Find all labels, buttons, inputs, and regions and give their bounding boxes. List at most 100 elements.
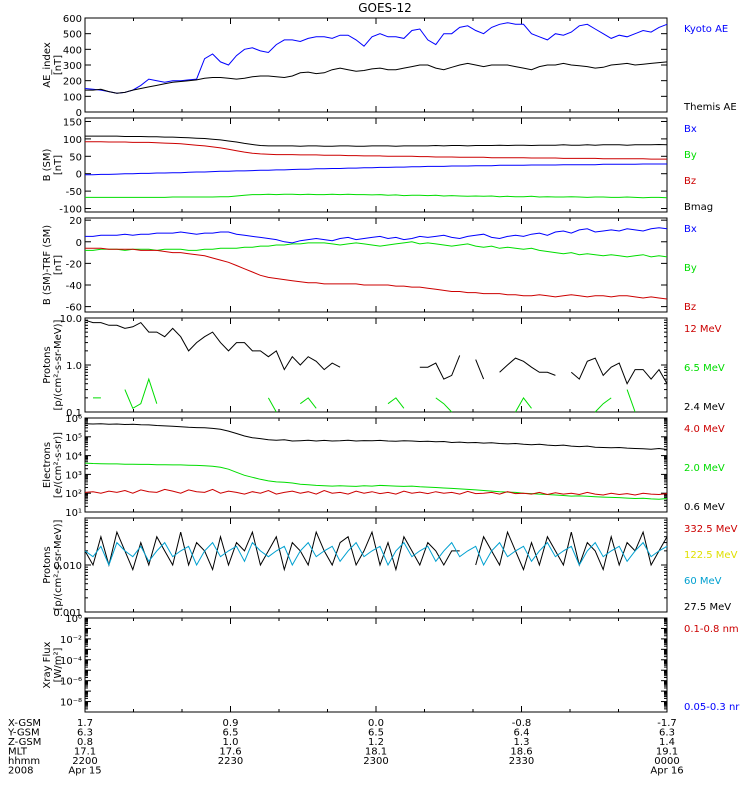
legend-entry: 4.0 MeV	[684, 424, 725, 435]
x-cell: 1.0	[223, 737, 239, 748]
legend-entry: Bz	[684, 176, 696, 187]
y-tick-label: 10⁻⁶	[60, 677, 82, 688]
x-row-label: Y-GSM	[7, 728, 40, 739]
x-cell: 1.3	[514, 737, 530, 748]
y-tick-label: 10¹	[65, 508, 82, 519]
y-tick-label: -40	[66, 281, 82, 292]
x-cell: 2200	[72, 756, 97, 767]
x-cell: 0000	[654, 756, 679, 767]
series-kyoto-ae	[84, 22, 668, 94]
y-tick-label: 500	[63, 30, 82, 41]
y-tick-label: 10.0	[60, 314, 82, 325]
series-4-0-mev	[84, 488, 668, 496]
y-tick-label: 10⁻²	[60, 635, 82, 646]
panel-bsmtrf: -60 -40 -20 0 20 B (SM)-TRF (SM) [nT] Bx By Bz	[42, 216, 697, 313]
x-axis-table: X-GSM 1.7 0.9 0.0 -0.8 -1.7 Y-GSM 6.3 6.5 6.5 6.4 6…	[7, 718, 684, 777]
y-tick-label: -100	[59, 205, 82, 216]
x-cell: 1.4	[659, 737, 675, 748]
legend-entry: 27.5 MeV	[684, 602, 731, 613]
x-row-label: MLT	[8, 747, 28, 758]
y-tick-label: 400	[63, 45, 82, 56]
panel-ae: 0 100 200 300 400 500 600 AE_index [nT] Kyoto AE T…	[42, 14, 737, 119]
series-0-6-mev	[84, 423, 668, 450]
legend-entry: 122.5 MeV	[684, 550, 738, 561]
y-tick-label: 10⁻⁸	[60, 698, 82, 709]
series-60-mev	[84, 541, 668, 567]
x-row-label: 2008	[8, 766, 33, 777]
x-cell: 17.1	[74, 747, 96, 758]
y-axis-label: [p/(cm²-s-sr-MeV)]	[53, 319, 64, 410]
y-tick-label: 200	[63, 77, 82, 88]
panel-frame	[84, 617, 668, 713]
y-tick-label: 0	[76, 238, 82, 249]
series-bz	[85, 247, 668, 300]
y-tick-label: 50	[69, 152, 82, 163]
legend-entry: Themis AE	[683, 102, 737, 113]
y-axis-label: Protons	[42, 546, 53, 583]
y-tick-label: 10³	[65, 470, 82, 481]
y-axis-label: B (SM)	[42, 148, 53, 181]
x-cell: -1.7	[657, 718, 677, 729]
y-tick-label: -20	[66, 259, 82, 270]
panel-frame	[84, 317, 668, 413]
legend-entry: Kyoto AE	[684, 24, 728, 35]
y-tick-label: 600	[63, 14, 82, 25]
x-row-label: X-GSM	[8, 718, 41, 729]
x-cell: 18.1	[365, 747, 387, 758]
y-tick-label: 0	[76, 108, 82, 119]
y-tick-label: 100	[63, 92, 82, 103]
y-axis-label: B (SM)-TRF (SM)	[42, 225, 53, 305]
x-cell: 0.9	[223, 718, 239, 729]
x-cell: 0.8	[77, 737, 93, 748]
x-cell: 1.2	[368, 737, 384, 748]
y-tick-label: 20	[69, 216, 82, 227]
y-axis-label: Protons	[42, 346, 53, 383]
x-cell: 6.3	[659, 728, 675, 739]
y-tick-label: 10⁶	[65, 414, 82, 425]
y-tick-label: 10⁴	[65, 452, 82, 463]
legend-entry: Bx	[684, 224, 697, 235]
y-tick-label: 10⁵	[65, 433, 82, 444]
x-cell: 19.1	[656, 747, 678, 758]
x-cell: -0.8	[512, 718, 532, 729]
series-6-5-mev	[93, 377, 636, 413]
x-row-label: Z-GSM	[8, 737, 41, 748]
series-2-0-mev	[84, 462, 668, 500]
y-axis-label: [nT]	[53, 55, 64, 75]
panel-frame	[84, 17, 668, 113]
panel-xray: 10⁻⁸ 10⁻⁶ 10⁻⁴ 10⁻² 10⁰ Xray Flux [W/m²] 0.1-0.…	[42, 614, 740, 713]
legend-entry: By	[684, 150, 697, 161]
x-cell: 6.5	[223, 728, 239, 739]
y-axis-label: Electrons	[42, 442, 53, 488]
y-tick-label: 0.010	[53, 561, 82, 572]
legend-entry: Bz	[684, 302, 696, 313]
y-axis-label: [nT]	[53, 155, 64, 175]
series-bx	[85, 163, 667, 176]
legend-entry: 60 MeV	[684, 576, 722, 587]
legend-entry: 0.05-0.3 nr	[684, 702, 740, 713]
panel-electrons: 10¹ 10² 10³ 10⁴ 10⁵ 10⁶ Electrons [e/(cm²-s-sr)…	[42, 414, 725, 519]
y-axis-label: [W/m²]	[53, 647, 64, 682]
legend-entry: 332.5 MeV	[684, 524, 738, 535]
y-tick-label: 0.001	[53, 608, 82, 619]
panel-bsm: -100 -50 0 50 100 150 B (SM) [nT] Bx By Bz Bmag	[42, 117, 713, 215]
y-axis-label: [p/(cm²-s-sr-MeV)]	[53, 519, 64, 610]
y-tick-label: 0.1	[66, 408, 82, 419]
legend-entry: 12 MeV	[684, 324, 722, 335]
series-by	[85, 241, 668, 258]
y-axis-label: AE_index	[42, 42, 53, 88]
x-cell: 6.4	[514, 728, 530, 739]
y-tick-label: -50	[66, 187, 82, 198]
y-tick-label: 0	[76, 170, 82, 181]
x-row-label: hhmm	[8, 756, 40, 767]
x-cell: Apr 16	[650, 766, 683, 777]
y-tick-label: 300	[63, 61, 82, 72]
x-cell: Apr 15	[68, 766, 101, 777]
series-bz	[85, 141, 667, 160]
x-cell: 0.0	[368, 718, 384, 729]
y-tick-label: -60	[66, 303, 82, 314]
y-tick-label: 100	[63, 135, 82, 146]
legend-entry: 6.5 MeV	[684, 363, 725, 374]
y-tick-label: 150	[63, 117, 82, 128]
